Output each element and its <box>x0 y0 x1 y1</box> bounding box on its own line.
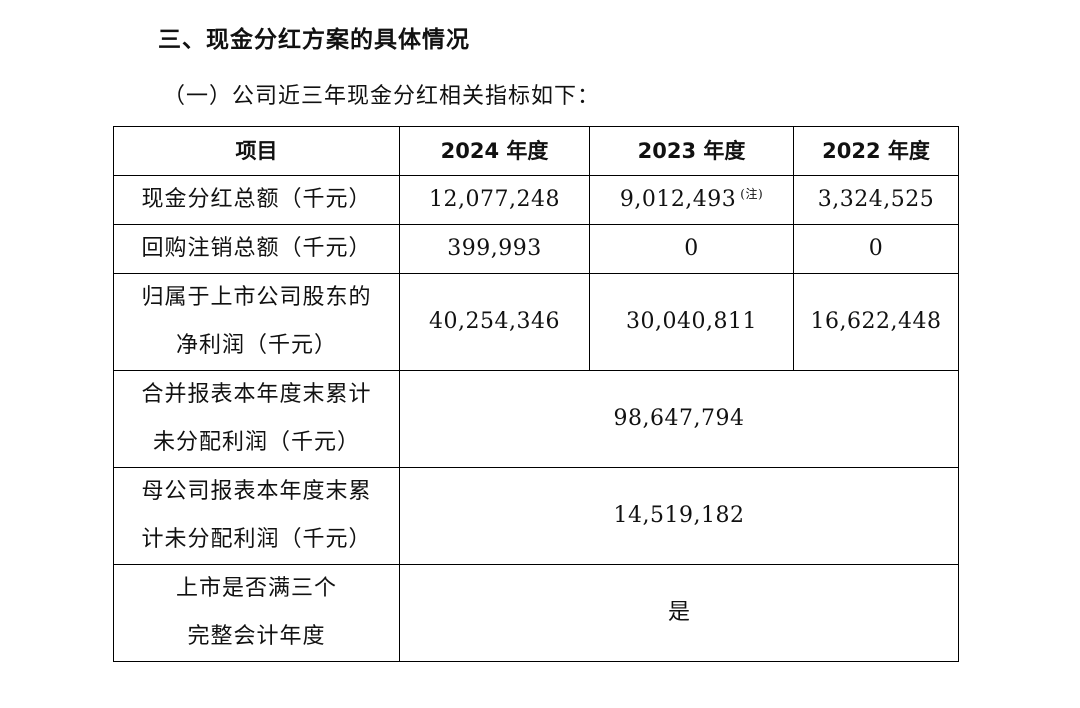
cell-2022: 16,622,448 <box>793 273 959 371</box>
dividend-metrics-table: 项目 2024 年度 2023 年度 2022 年度 现金分红总额（千元） 12… <box>113 126 959 662</box>
merged-value-cell: 98,647,794 <box>399 370 959 468</box>
table-row-listed-three-years: 上市是否满三个 完整会计年度 是 <box>113 564 959 662</box>
cell-2024: 40,254,346 <box>399 273 590 371</box>
table-row-cash-dividend: 现金分红总额（千元） 12,077,248 9,012,493 (注) 3,324… <box>113 175 959 225</box>
row-label-line1: 归属于上市公司股东的 <box>141 285 372 310</box>
table-row-parent-undistributed: 母公司报表本年度末累 计未分配利润（千元） 14,519,182 <box>113 467 959 565</box>
row-label: 现金分红总额（千元） <box>113 175 400 225</box>
section-title: 三、现金分红方案的具体情况 <box>158 27 470 53</box>
row-label-line1: 上市是否满三个 <box>175 576 337 601</box>
table-row-net-profit: 归属于上市公司股东的 净利润（千元） 40,254,346 30,040,811… <box>113 273 959 371</box>
row-label: 母公司报表本年度末累 计未分配利润（千元） <box>113 467 400 565</box>
row-label-line1: 母公司报表本年度末累 <box>141 479 372 504</box>
cell-2023: 9,012,493 (注) <box>589 175 794 225</box>
cell-2023: 30,040,811 <box>589 273 794 371</box>
cell-2022: 0 <box>793 224 959 274</box>
cell-2024: 399,993 <box>399 224 590 274</box>
row-label: 回购注销总额（千元） <box>113 224 400 274</box>
cell-2023-value: 9,012,493 <box>619 187 737 212</box>
row-label: 归属于上市公司股东的 净利润（千元） <box>113 273 400 371</box>
table-row-consolidated-undistributed: 合并报表本年度末累计 未分配利润（千元） 98,647,794 <box>113 370 959 468</box>
cell-2024: 12,077,248 <box>399 175 590 225</box>
table-header-row: 项目 2024 年度 2023 年度 2022 年度 <box>113 126 959 176</box>
header-2024: 2024 年度 <box>399 126 590 176</box>
cell-2022: 3,324,525 <box>793 175 959 225</box>
table-row-buyback: 回购注销总额（千元） 399,993 0 0 <box>113 224 959 274</box>
merged-value-cell: 14,519,182 <box>399 467 959 565</box>
row-label: 合并报表本年度末累计 未分配利润（千元） <box>113 370 400 468</box>
header-2023: 2023 年度 <box>589 126 794 176</box>
footnote-marker: (注) <box>740 186 764 201</box>
header-item: 项目 <box>113 126 400 176</box>
row-label-line1: 合并报表本年度末累计 <box>141 382 372 407</box>
header-2022: 2022 年度 <box>793 126 959 176</box>
row-label-line2: 计未分配利润（千元） <box>141 527 372 552</box>
row-label-line2: 完整会计年度 <box>187 624 326 649</box>
row-label: 上市是否满三个 完整会计年度 <box>113 564 400 662</box>
row-label-line2: 未分配利润（千元） <box>152 430 360 455</box>
row-label-line2: 净利润（千元） <box>175 333 337 358</box>
merged-value-cell: 是 <box>399 564 959 662</box>
cell-2023: 0 <box>589 224 794 274</box>
subsection-title: （一）公司近三年现金分红相关指标如下： <box>163 84 601 109</box>
